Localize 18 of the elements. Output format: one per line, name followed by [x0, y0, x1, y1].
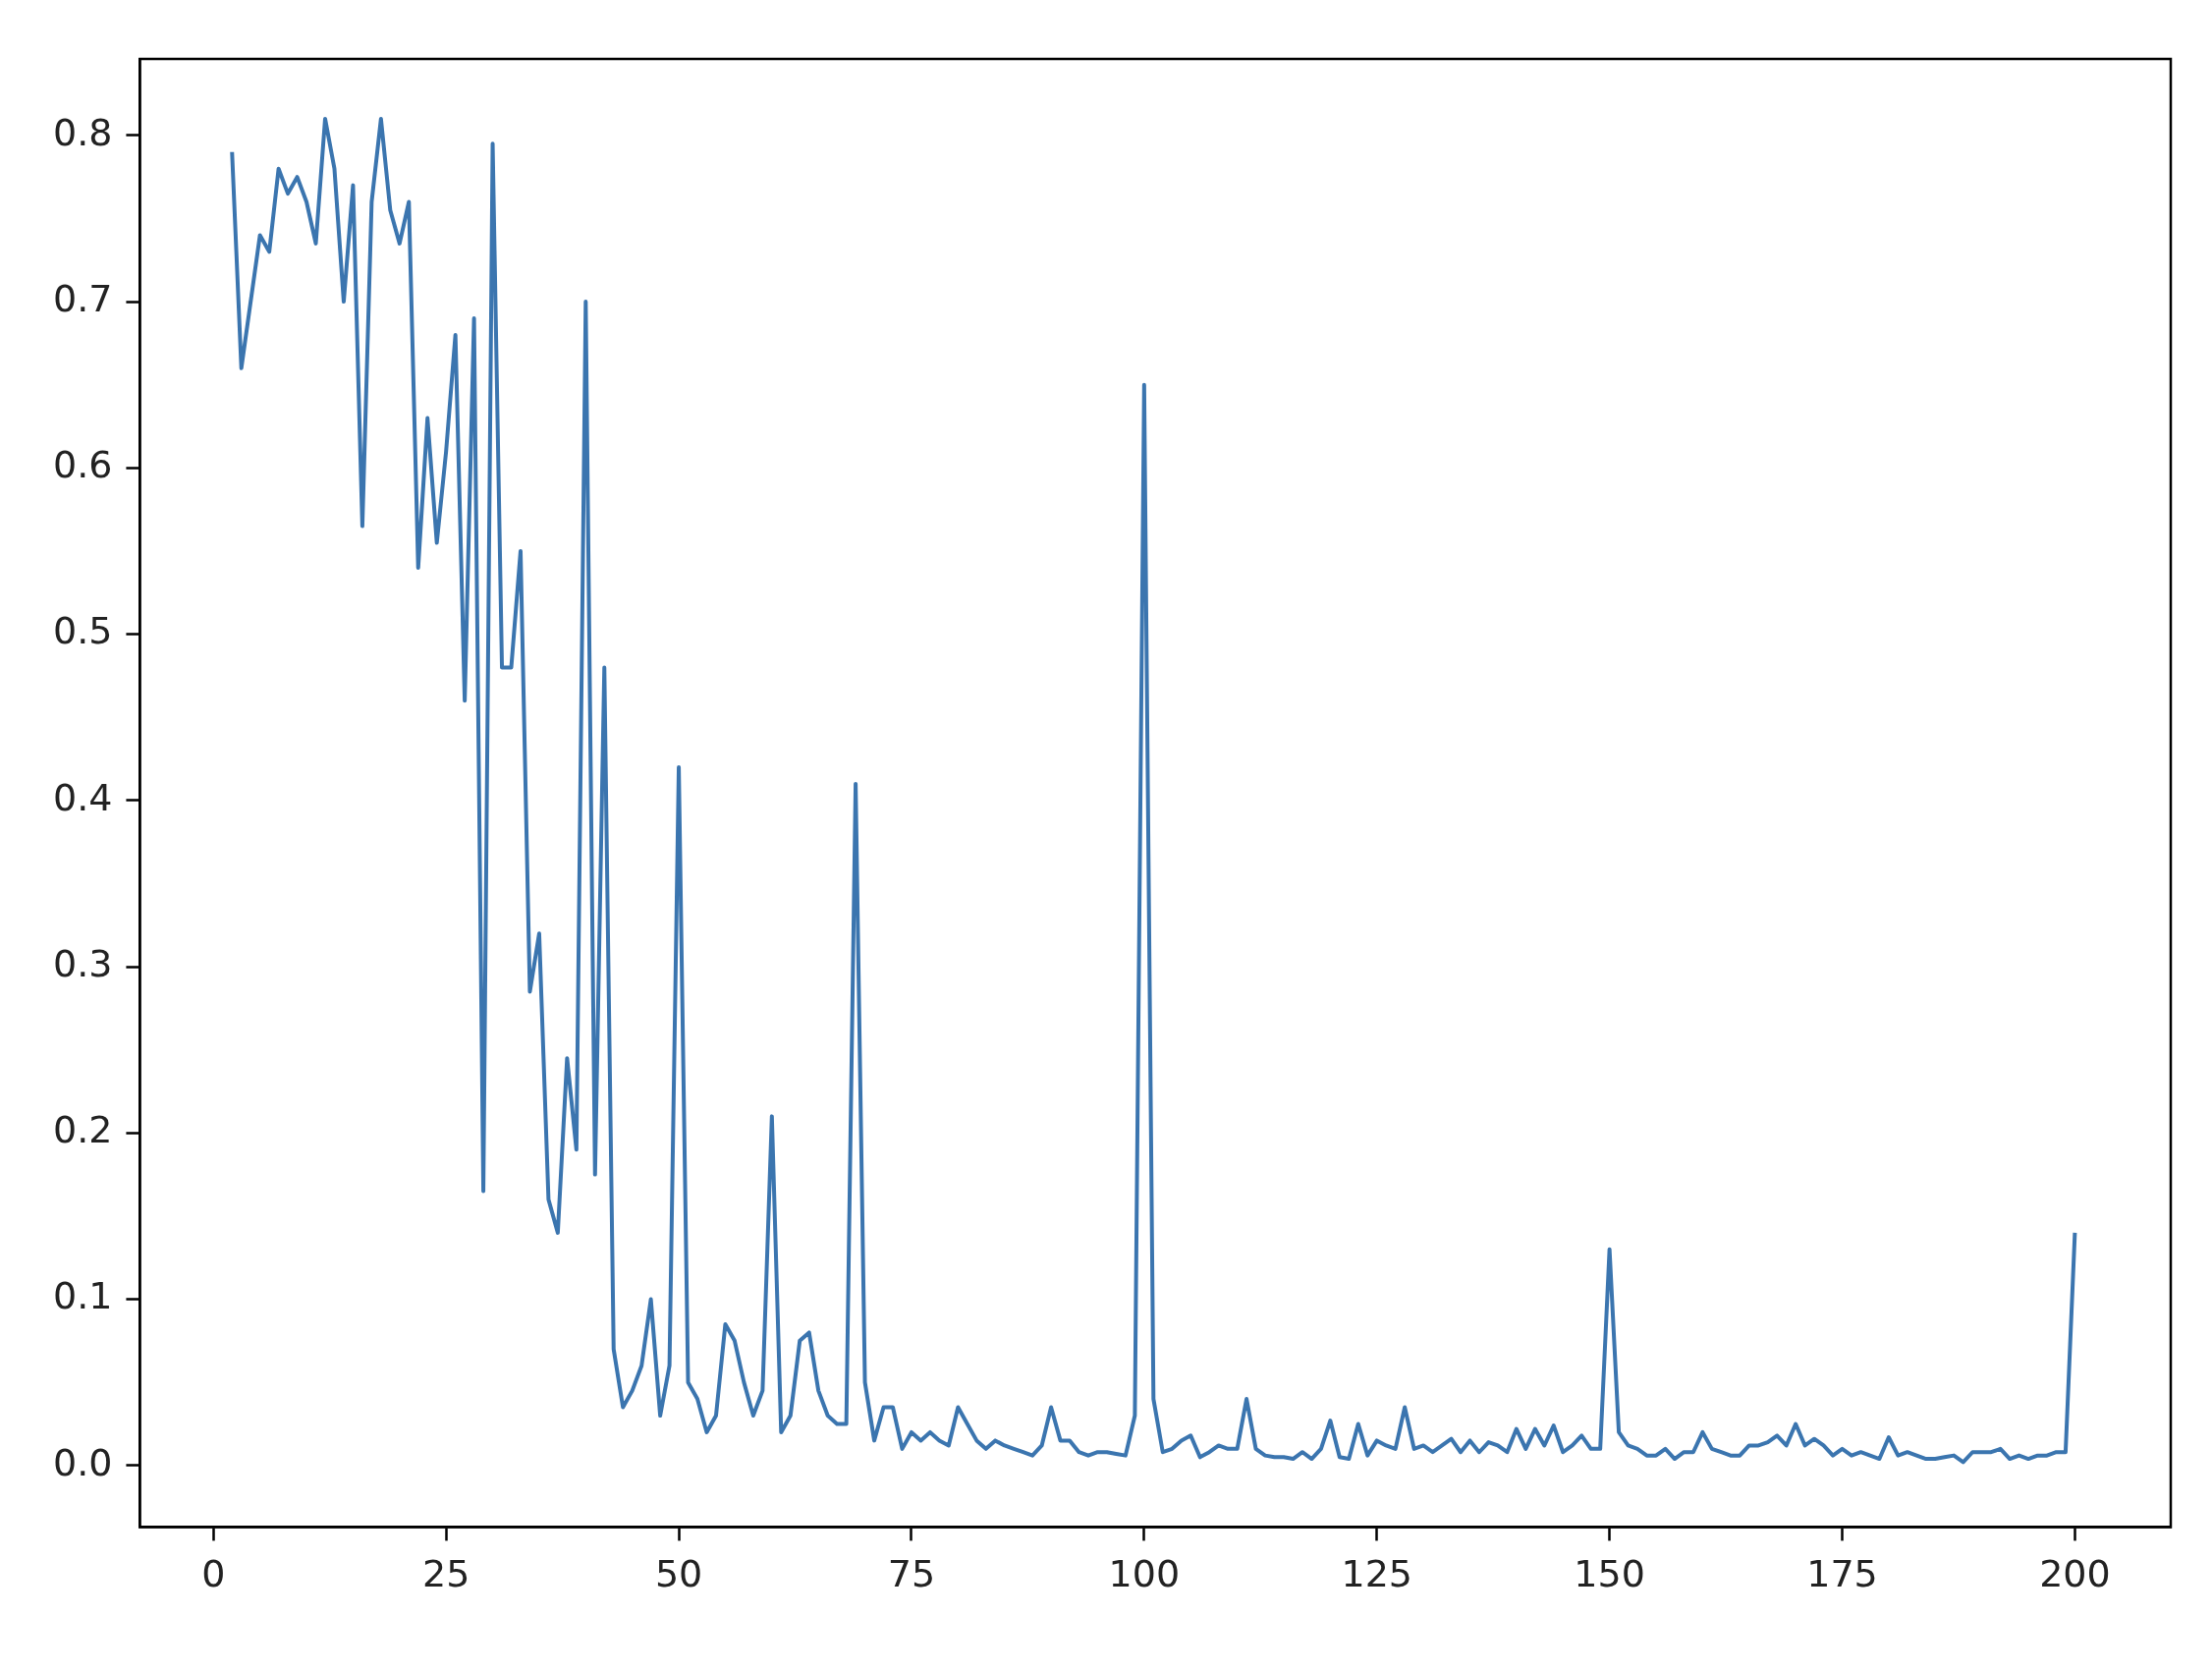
y-tick-label: 0.2 — [53, 1108, 113, 1152]
y-tick-label: 0.5 — [53, 609, 113, 653]
x-tick-label: 200 — [2039, 1552, 2111, 1596]
x-tick-label: 25 — [422, 1552, 470, 1596]
y-tick-label: 0.1 — [53, 1274, 113, 1318]
x-tick-label: 0 — [201, 1552, 226, 1596]
x-tick-label: 100 — [1108, 1552, 1181, 1596]
x-tick-label: 125 — [1341, 1552, 1412, 1596]
x-tick-label: 75 — [887, 1552, 936, 1596]
y-tick-label: 0.7 — [53, 276, 113, 320]
y-tick-label: 0.8 — [53, 110, 113, 154]
y-tick-label: 0.3 — [53, 941, 113, 985]
x-tick-label: 175 — [1806, 1552, 1878, 1596]
x-tick-label: 50 — [654, 1552, 703, 1596]
x-tick-label: 150 — [1574, 1552, 1645, 1596]
y-tick-label: 0.6 — [53, 443, 113, 487]
y-tick-label: 0.4 — [53, 775, 113, 819]
y-tick-label: 0.0 — [53, 1440, 113, 1484]
